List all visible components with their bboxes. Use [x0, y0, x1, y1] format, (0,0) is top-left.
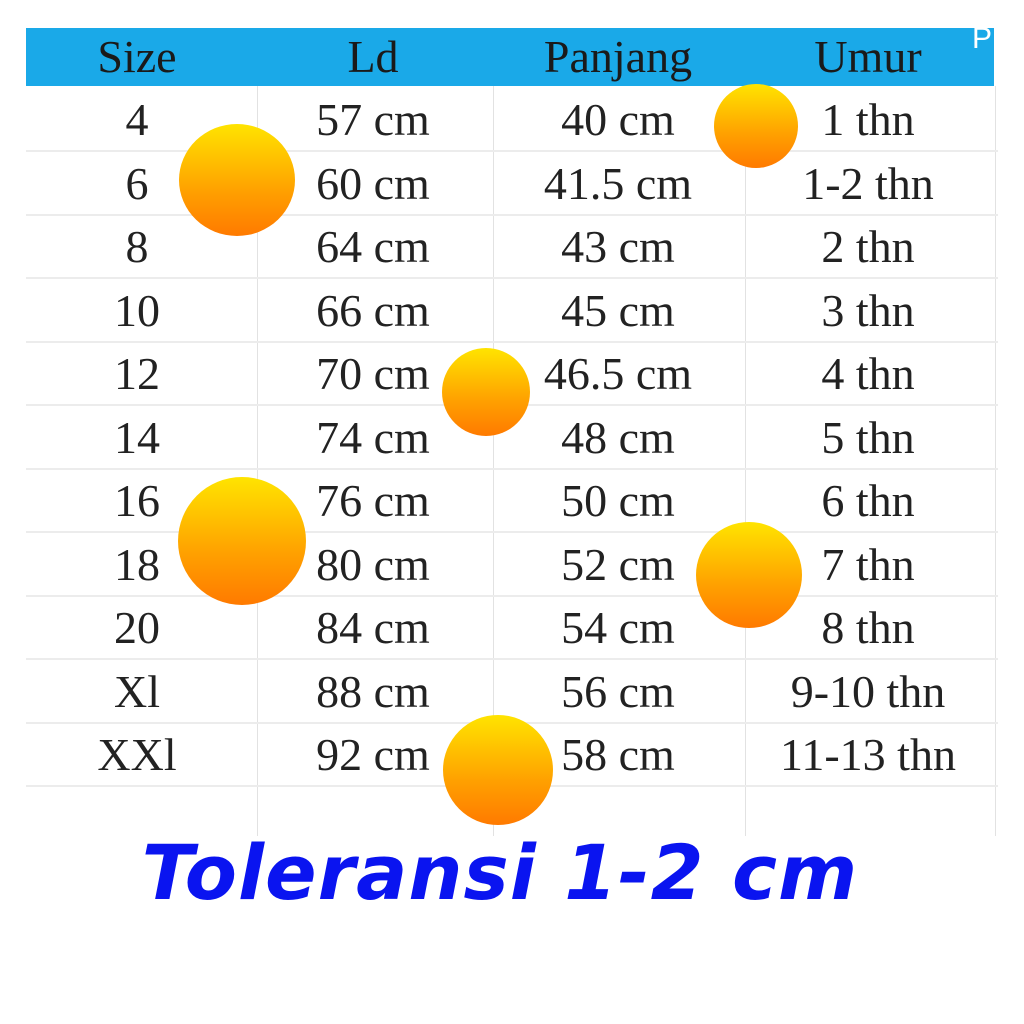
row-divider	[26, 340, 998, 343]
column-divider	[995, 86, 996, 836]
row-divider	[26, 467, 998, 470]
row-divider	[26, 277, 998, 279]
watermark-logo	[179, 124, 295, 236]
column-header: Size	[97, 31, 177, 82]
table-cell: 64 cm	[316, 221, 430, 272]
table-cell: 12	[114, 348, 160, 399]
watermark-logo	[442, 348, 530, 436]
table-cell: 18	[114, 538, 160, 590]
table-cell: 70 cm	[316, 348, 430, 399]
column-header: Ld	[347, 31, 399, 82]
watermark-logo	[443, 715, 553, 825]
table-cell: 3 thn	[821, 284, 915, 336]
table-cell: 80 cm	[316, 538, 430, 590]
table-cell: 9-10 thn	[790, 665, 946, 717]
table-cell: 4 thn	[821, 348, 915, 399]
table-cell: 46.5 cm	[543, 348, 693, 399]
table-cell: 6 thn	[821, 475, 915, 526]
table-cell: Xl	[114, 665, 160, 717]
table-cell: 7 thn	[821, 538, 915, 590]
row-divider	[26, 594, 998, 597]
table-cell: 60 cm	[316, 157, 430, 209]
table-cell: 52 cm	[561, 538, 675, 590]
table-cell: 20	[114, 602, 160, 653]
table-cell: 8 thn	[821, 602, 915, 653]
table-cell: 57 cm	[316, 94, 430, 145]
table-cell: 58 cm	[561, 729, 675, 780]
table-cell: 1-2 thn	[802, 157, 934, 209]
table-cell: 88 cm	[316, 665, 430, 717]
watermark-logo	[178, 477, 306, 605]
table-cell: 6	[125, 157, 149, 209]
table-cell: 50 cm	[561, 475, 675, 526]
row-divider	[26, 213, 998, 216]
table-cell: 14	[114, 411, 160, 463]
table-cell: 66 cm	[316, 284, 430, 336]
table-cell: 76 cm	[316, 475, 430, 526]
column-header: Panjang	[543, 31, 693, 82]
table-cell: 48 cm	[561, 411, 675, 463]
table-cell: 5 thn	[821, 411, 915, 463]
column-divider	[493, 86, 494, 836]
table-cell: 43 cm	[561, 221, 675, 272]
table-cell: 11-13 thn	[780, 729, 956, 780]
table-cell: 4	[125, 94, 149, 145]
row-divider	[26, 658, 998, 660]
table-cell: 56 cm	[561, 665, 675, 717]
table-cell: XXl	[97, 729, 177, 780]
row-divider	[26, 150, 998, 152]
table-cell: 92 cm	[316, 729, 430, 780]
table-cell: 54 cm	[561, 602, 675, 653]
table-cell: 16	[114, 475, 160, 526]
row-divider	[26, 531, 998, 533]
column-divider	[257, 86, 258, 836]
watermark-logo	[714, 84, 798, 168]
column-divider	[745, 86, 746, 836]
table-cell: 8	[125, 221, 149, 272]
table-cell: 10	[114, 284, 160, 336]
table-cell: 41.5 cm	[543, 157, 693, 209]
table-cell: 2 thn	[821, 221, 915, 272]
column-header: Umur	[814, 31, 922, 82]
table-cell: 45 cm	[561, 284, 675, 336]
tolerance-text: Toleransi 1-2 cm	[141, 828, 859, 917]
watermark-logo	[696, 522, 802, 628]
table-header-bar	[26, 28, 994, 86]
table-cell: 84 cm	[316, 602, 430, 653]
corner-letter: P	[972, 22, 993, 55]
table-cell: 1 thn	[821, 94, 915, 145]
table-cell: 40 cm	[561, 94, 675, 145]
table-cell: 74 cm	[316, 411, 430, 463]
